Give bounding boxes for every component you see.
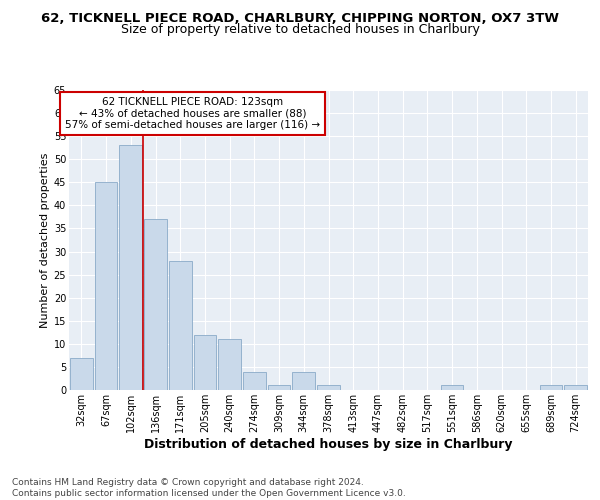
Bar (292, 372, 315, 390)
Bar (441, 386, 463, 390)
Bar (119, 146, 142, 390)
Bar (539, 386, 562, 390)
Bar (194, 334, 216, 390)
Bar (243, 372, 266, 390)
Bar (218, 339, 241, 390)
Bar (95, 182, 118, 390)
Text: Size of property relative to detached houses in Charlbury: Size of property relative to detached ho… (121, 24, 479, 36)
Bar (169, 261, 191, 390)
Text: Contains HM Land Registry data © Crown copyright and database right 2024.
Contai: Contains HM Land Registry data © Crown c… (12, 478, 406, 498)
Text: 62, TICKNELL PIECE ROAD, CHARLBURY, CHIPPING NORTON, OX7 3TW: 62, TICKNELL PIECE ROAD, CHARLBURY, CHIP… (41, 12, 559, 26)
Bar (70, 358, 93, 390)
Bar (268, 386, 290, 390)
Y-axis label: Number of detached properties: Number of detached properties (40, 152, 50, 328)
Text: 62 TICKNELL PIECE ROAD: 123sqm
← 43% of detached houses are smaller (88)
57% of : 62 TICKNELL PIECE ROAD: 123sqm ← 43% of … (65, 97, 320, 130)
Bar (564, 386, 587, 390)
Bar (144, 219, 167, 390)
Bar (317, 386, 340, 390)
X-axis label: Distribution of detached houses by size in Charlbury: Distribution of detached houses by size … (144, 438, 513, 450)
